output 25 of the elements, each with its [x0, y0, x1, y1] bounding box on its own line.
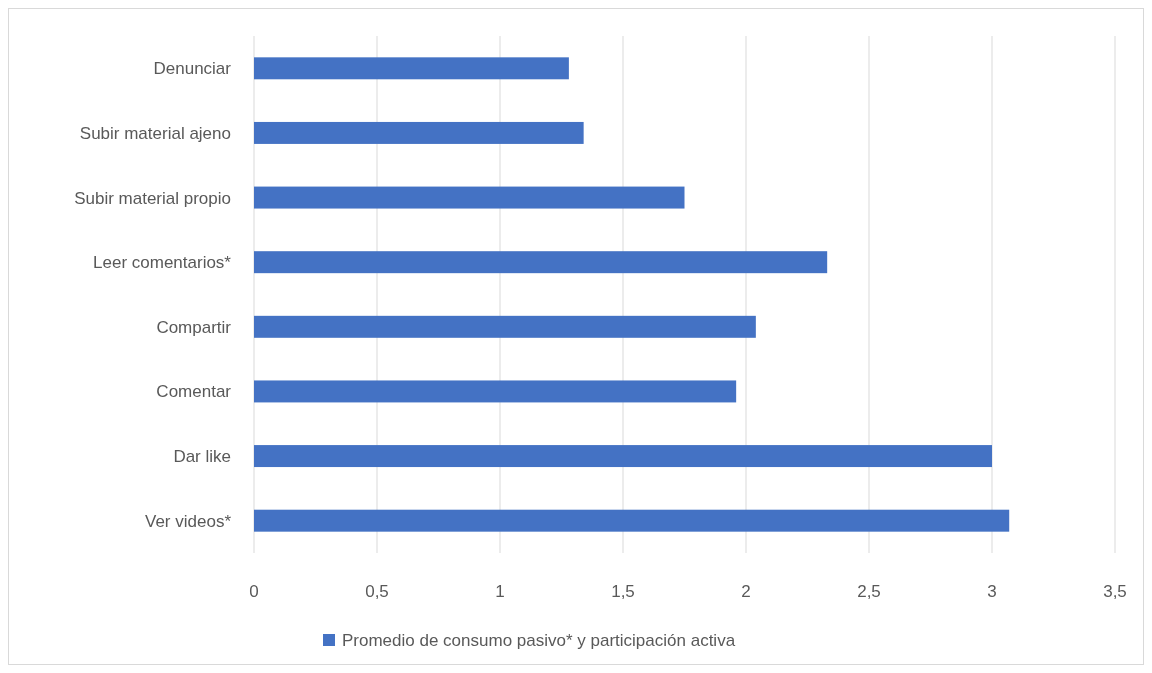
bar — [254, 251, 828, 274]
y-tick-label: Subir material ajeno — [79, 123, 231, 143]
x-tick-label: 3,5 — [1103, 582, 1127, 601]
x-tick-label: 0,5 — [365, 582, 389, 601]
y-tick-label: Denunciar — [153, 59, 232, 79]
y-tick-label: Dar like — [173, 447, 231, 467]
x-tick-label: 3 — [987, 582, 997, 601]
bar — [254, 509, 1010, 532]
bar — [254, 121, 584, 144]
x-tick-label: 1 — [495, 582, 505, 601]
bar — [254, 445, 992, 468]
bar — [254, 380, 737, 403]
x-tick-label: 0 — [249, 582, 259, 601]
y-tick-label: Comentar — [156, 382, 232, 402]
y-tick-label: Ver videos* — [145, 511, 232, 531]
y-tick-label: Compartir — [156, 317, 232, 337]
bar — [254, 186, 685, 209]
bar — [254, 315, 756, 338]
y-tick-label: Subir material propio — [74, 188, 231, 208]
legend-label: Promedio de consumo pasivo* y participación activa — [342, 630, 736, 650]
bar — [254, 57, 569, 80]
x-tick-label: 1,5 — [611, 582, 635, 601]
y-tick-label: Leer comentarios* — [93, 253, 232, 273]
x-tick-label: 2 — [741, 582, 751, 601]
x-tick-label: 2,5 — [857, 582, 881, 601]
